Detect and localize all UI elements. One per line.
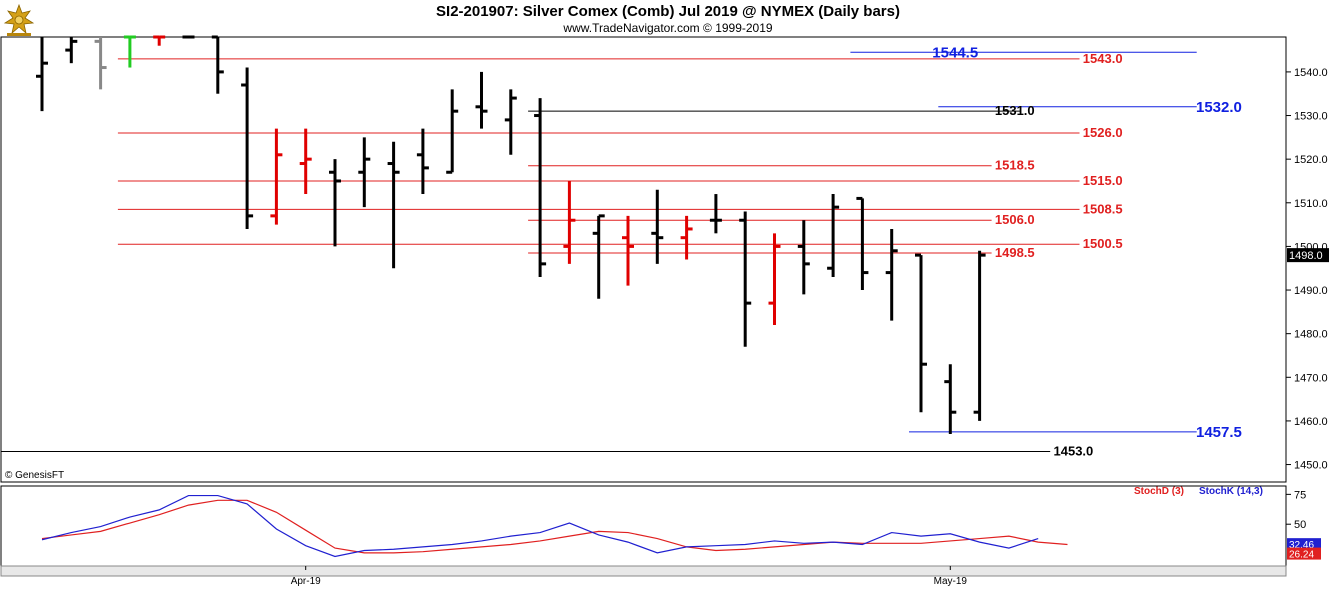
price-bar [299, 128, 312, 195]
price-tick-label: 1460.0 [1294, 416, 1328, 428]
stoch-panel-border [0, 485, 1287, 567]
price-bar [709, 194, 722, 234]
price-bar [65, 37, 78, 64]
price-bar [123, 35, 136, 68]
stochd-last-box [1287, 547, 1321, 560]
level-label: 1457.5 [1196, 424, 1242, 441]
level-label: 1506.0 [995, 212, 1035, 227]
price-bar [856, 196, 869, 291]
level-label: 1544.5 [932, 44, 978, 61]
price-bar [94, 37, 107, 90]
price-tick-label: 1470.0 [1294, 372, 1328, 384]
time-axis: Apr-19 May-19 [291, 566, 968, 587]
price-bar [153, 35, 166, 46]
watermark: © GenesisFT [5, 470, 64, 481]
price-tick-label: 1450.0 [1294, 460, 1328, 472]
price-bar [270, 128, 283, 225]
chart-subtitle: www.TradeNavigator.com © 1999-2019 [563, 21, 773, 35]
price-bar [739, 211, 752, 347]
price-bar [563, 180, 576, 264]
price-axis: 1540.01530.01520.01510.01500.01490.01480… [1286, 67, 1329, 472]
price-bar [944, 364, 957, 435]
price-bar [885, 228, 898, 321]
price-bar [768, 233, 781, 325]
level-label: 1543.0 [1083, 51, 1123, 66]
price-bar [211, 35, 224, 94]
time-axis-strip [0, 565, 1287, 577]
price-bar [241, 67, 254, 229]
price-bar [592, 214, 605, 299]
stochk-line [41, 494, 1039, 558]
price-tick-label: 1530.0 [1294, 111, 1328, 123]
price-bar [534, 98, 547, 277]
level-label: 1498.5 [995, 245, 1035, 260]
level-label: 1531.0 [995, 103, 1035, 118]
level-label: 1526.0 [1083, 125, 1123, 140]
tradenavigator-logo-icon [3, 3, 35, 37]
price-bar [387, 141, 400, 269]
price-tick-label: 1480.0 [1294, 329, 1328, 341]
level-label: 1453.0 [1054, 443, 1094, 458]
level-label: 1500.5 [1083, 236, 1123, 251]
price-tick-label: 1520.0 [1294, 154, 1328, 166]
price-bar [358, 137, 371, 208]
price-bar [36, 37, 48, 112]
price-bar [651, 189, 664, 264]
price-bar [416, 128, 429, 195]
legend-stochk: StochK (14,3) [1199, 486, 1263, 497]
stochk-last-box [1287, 538, 1321, 551]
price-tick-label: 1540.0 [1294, 67, 1328, 79]
price-bar [475, 71, 488, 129]
legend-stochd: StochD (3) [1134, 486, 1184, 497]
price-bar [504, 89, 517, 155]
price-tick-label: 1490.0 [1294, 285, 1328, 297]
stochd-last-label: 26.24 [1289, 550, 1314, 561]
last-price-box [1287, 248, 1329, 263]
support-resistance-levels: 1544.5 1543.0 1532.0 1531.0 1526.0 1518.5 1515… [1, 44, 1242, 458]
price-bar [622, 215, 634, 286]
price-bar [827, 194, 840, 277]
price-bar [680, 215, 693, 260]
price-bar [329, 159, 341, 247]
time-tick-label: Apr-19 [291, 576, 321, 587]
price-bar [446, 89, 459, 174]
price-bars [36, 35, 986, 435]
price-bar [973, 250, 986, 421]
price-bar [797, 220, 810, 295]
chart-title: SI2-201907: Silver Comex (Comb) Jul 2019… [436, 3, 900, 20]
stochk-last-label: 32.46 [1289, 540, 1314, 551]
stochd-line [41, 499, 1068, 554]
price-tick-label: 1510.0 [1294, 198, 1328, 210]
level-label: 1515.0 [1083, 173, 1123, 188]
time-tick-label: May-19 [934, 576, 968, 587]
price-bar [915, 253, 927, 413]
last-price-label: 1498.0 [1289, 250, 1323, 262]
level-label: 1518.5 [995, 158, 1035, 173]
stoch-tick-label: 75 [1294, 489, 1306, 501]
level-label: 1508.5 [1083, 201, 1123, 216]
level-label: 1532.0 [1196, 99, 1242, 116]
stoch-tick-label: 50 [1294, 519, 1306, 531]
price-panel-border [0, 36, 1287, 483]
